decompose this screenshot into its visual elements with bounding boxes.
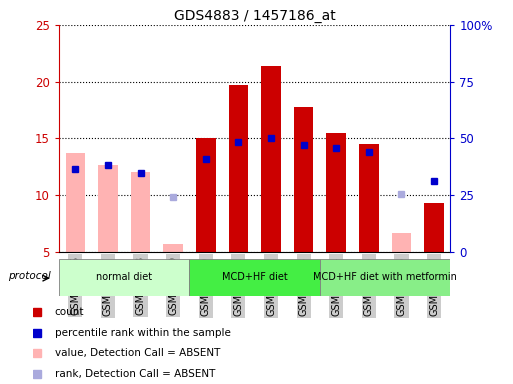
Bar: [294, 106, 313, 252]
Text: protocol: protocol: [8, 271, 51, 281]
Bar: [424, 203, 444, 252]
Text: MCD+HF diet: MCD+HF diet: [222, 272, 288, 283]
Text: rank, Detection Call = ABSENT: rank, Detection Call = ABSENT: [54, 369, 215, 379]
Text: normal diet: normal diet: [96, 272, 152, 283]
Bar: [229, 85, 248, 252]
Text: value, Detection Call = ABSENT: value, Detection Call = ABSENT: [54, 348, 220, 358]
FancyBboxPatch shape: [59, 259, 189, 296]
FancyBboxPatch shape: [320, 259, 450, 296]
Title: GDS4883 / 1457186_at: GDS4883 / 1457186_at: [174, 8, 336, 23]
Text: percentile rank within the sample: percentile rank within the sample: [54, 328, 230, 338]
Bar: [66, 153, 85, 252]
Text: MCD+HF diet with metformin: MCD+HF diet with metformin: [313, 272, 457, 283]
FancyBboxPatch shape: [189, 259, 320, 296]
Bar: [131, 172, 150, 252]
Bar: [163, 243, 183, 252]
Bar: [98, 166, 117, 252]
Bar: [261, 66, 281, 252]
Bar: [392, 233, 411, 252]
Bar: [326, 132, 346, 252]
Text: count: count: [54, 307, 84, 317]
Bar: [196, 138, 215, 252]
Bar: [359, 144, 379, 252]
